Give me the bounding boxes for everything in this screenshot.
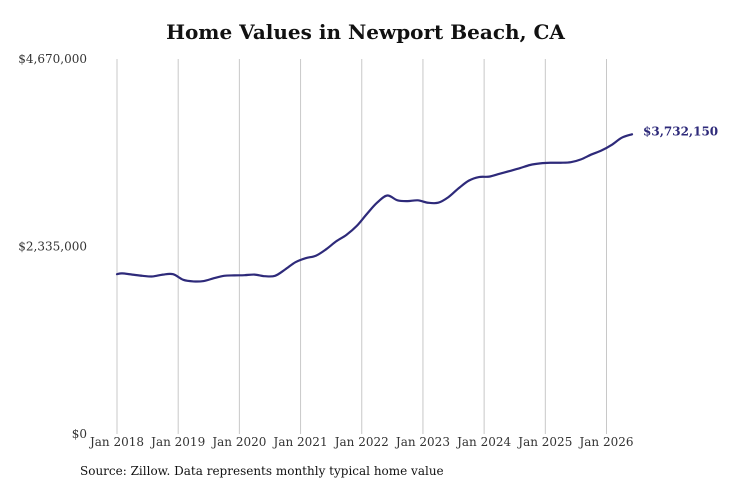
x-tick-label: Jan 2022: [333, 435, 389, 449]
chart-title: Home Values in Newport Beach, CA: [166, 20, 565, 44]
y-tick-label: $0: [72, 427, 87, 441]
last-value-label: $3,732,150: [643, 124, 718, 138]
annotations: $3,732,150: [643, 124, 718, 138]
x-tick-label: Jan 2018: [88, 435, 144, 449]
x-tick-label: Jan 2026: [577, 435, 633, 449]
x-tick-label: Jan 2019: [149, 435, 205, 449]
y-tick-label: $4,670,000: [18, 52, 87, 66]
x-axis: Jan 2018 Jan 2019 Jan 2020 Jan 2021 Jan 2022…: [88, 435, 634, 449]
x-tick-label: Jan 2020: [210, 435, 266, 449]
series: [115, 133, 634, 283]
series-line: [115, 133, 634, 283]
source-note: Source: Zillow. Data represents monthly …: [80, 464, 444, 478]
x-tick-label: Jan 2023: [394, 435, 450, 449]
x-tick-label: Jan 2021: [272, 435, 328, 449]
y-tick-label: $2,335,000: [18, 240, 87, 254]
gridlines: [116, 59, 608, 434]
x-tick-label: Jan 2025: [516, 435, 572, 449]
x-tick-label: Jan 2024: [455, 435, 511, 449]
y-axis: $0 $2,335,000 $4,670,000: [18, 52, 87, 441]
